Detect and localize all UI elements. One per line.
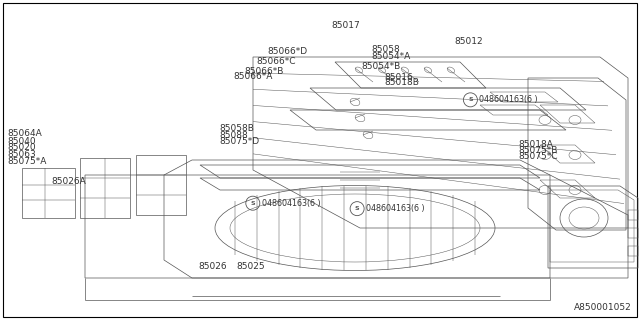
Text: 85026A: 85026A — [51, 177, 86, 186]
Text: 85018B: 85018B — [384, 78, 419, 87]
Text: S: S — [250, 201, 255, 206]
Text: 048604163(6 ): 048604163(6 ) — [479, 95, 538, 104]
Text: 85016: 85016 — [384, 73, 413, 82]
Text: 85018A: 85018A — [518, 140, 553, 149]
Text: 85064A: 85064A — [8, 129, 42, 138]
Text: 85075*D: 85075*D — [219, 137, 259, 146]
Text: 85088: 85088 — [219, 131, 248, 140]
Text: 048604163(6 ): 048604163(6 ) — [366, 204, 425, 213]
Text: 048604163(6 ): 048604163(6 ) — [262, 199, 321, 208]
Text: 85066*C: 85066*C — [256, 57, 296, 66]
Text: S: S — [468, 97, 473, 102]
Text: 85066*D: 85066*D — [268, 47, 308, 56]
Text: 85040: 85040 — [8, 137, 36, 146]
Text: 85026: 85026 — [198, 262, 227, 271]
Text: 85066*A: 85066*A — [234, 72, 273, 81]
Text: 85017: 85017 — [332, 21, 360, 30]
Text: 85058: 85058 — [371, 45, 400, 54]
Text: A850001052: A850001052 — [574, 303, 632, 312]
Text: 85054*B: 85054*B — [362, 62, 401, 71]
Text: 85058B: 85058B — [219, 124, 253, 133]
Text: S: S — [355, 206, 360, 211]
Text: 85075*A: 85075*A — [8, 157, 47, 166]
Text: 85020: 85020 — [8, 143, 36, 152]
Text: 85066*B: 85066*B — [244, 67, 284, 76]
Text: 85063: 85063 — [8, 150, 36, 159]
Text: 85075*C: 85075*C — [518, 152, 558, 161]
Text: 85025: 85025 — [237, 262, 266, 271]
Text: 85012: 85012 — [454, 37, 483, 46]
Text: 85075*B: 85075*B — [518, 146, 558, 155]
Text: 85054*A: 85054*A — [371, 52, 410, 61]
